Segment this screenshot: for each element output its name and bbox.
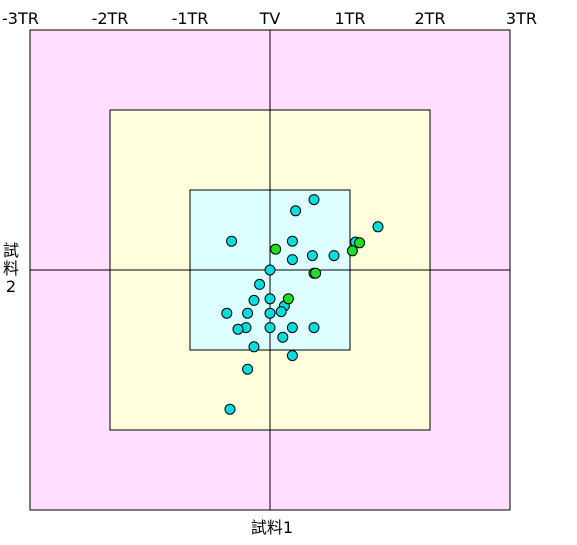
data-point [254,278,266,290]
data-point [270,243,282,255]
data-point [328,250,340,262]
x-tick-label: 1TR [334,9,365,28]
y-axis-title-char: 2 [6,277,16,296]
data-point [264,264,276,276]
data-point [248,294,260,306]
data-point [308,322,320,334]
data-point [290,205,302,217]
data-point [275,306,287,318]
data-point [308,194,320,206]
x-tick-label: -1TR [172,9,209,28]
data-point [277,331,289,343]
x-tick-label: 2TR [414,9,445,28]
data-point [242,307,254,319]
y-axis-title-char: 試 [3,241,19,260]
data-point [264,293,276,305]
data-point [286,350,298,362]
data-points [221,194,384,415]
data-point [264,322,276,334]
x-axis-title: 試料1 [251,518,293,537]
data-point [248,341,260,353]
data-point [346,245,358,257]
data-point [242,363,254,375]
data-point [286,254,298,266]
data-point [221,307,233,319]
data-point [286,235,298,247]
data-point [224,403,236,415]
data-point [286,322,298,334]
x-tick-label: 3TR [506,9,537,28]
y-axis-title: 試料2 [3,241,19,296]
data-point [232,323,244,335]
data-point [354,237,366,249]
data-point [264,307,276,319]
data-point [226,235,238,247]
y-axis-title-char: 料 [3,259,19,278]
data-point [282,293,294,305]
data-point [306,250,318,262]
x-tick-label: -2TR [92,9,129,28]
data-point [372,221,384,233]
data-point [310,267,322,279]
x-tick-label: -3TR [2,9,39,28]
x-tick-label: TV [259,9,281,28]
x-tick-labels: -3TR -2TR -1TR TV 1TR 2TR 3TR [2,9,537,28]
